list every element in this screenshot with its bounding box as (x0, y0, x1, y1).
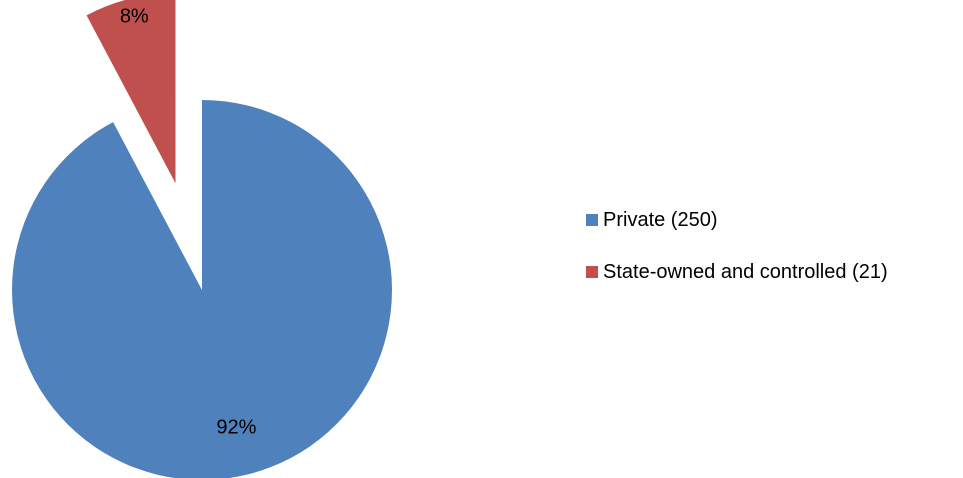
legend-swatch-state-owned (586, 266, 598, 278)
slice-label-state-owned: 8% (120, 6, 149, 28)
legend-label-state-owned: State-owned and controlled (21) (603, 260, 888, 283)
pie-slice-state-owned (86, 0, 176, 184)
legend-label-private: Private (250) (603, 208, 718, 231)
legend-item-state-owned: State-owned and controlled (21) (586, 260, 888, 284)
pie-slice-private (12, 100, 392, 478)
slice-label-private: 92% (216, 417, 256, 439)
chart-legend: Private (250) State-owned and controlled… (586, 208, 888, 312)
legend-swatch-private (586, 214, 598, 226)
legend-item-private: Private (250) (586, 208, 888, 232)
